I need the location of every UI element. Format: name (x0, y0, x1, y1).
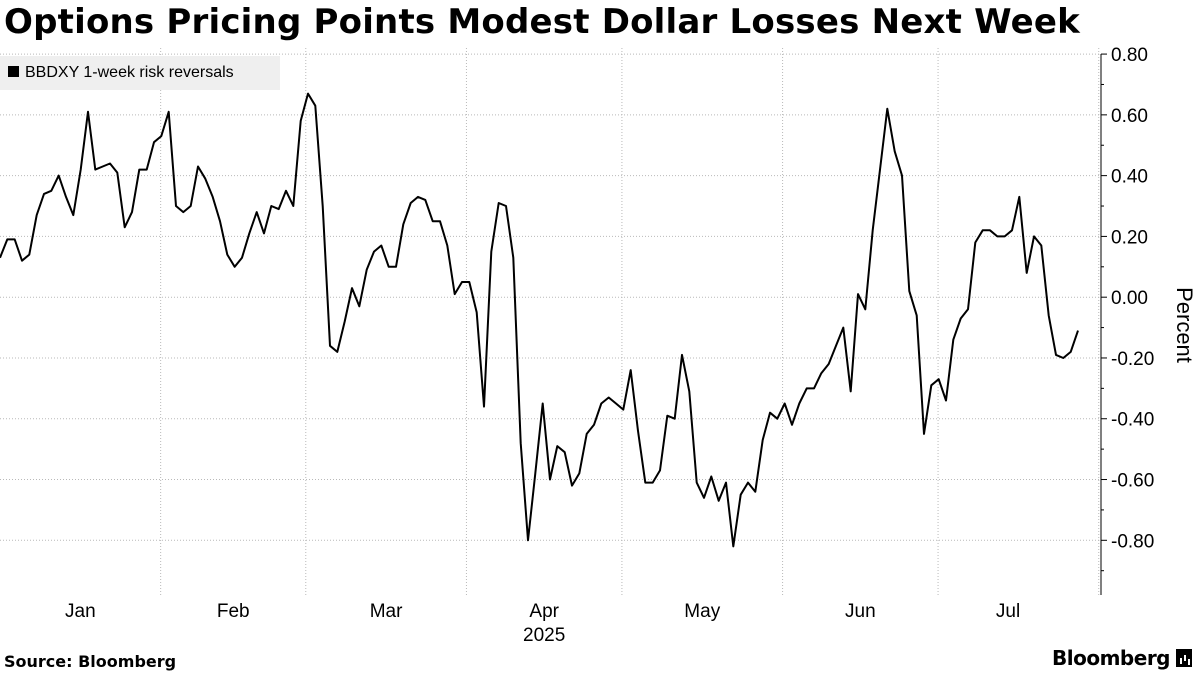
source-note: Source: Bloomberg (4, 652, 177, 671)
y-tick-label: 0.80 (1111, 45, 1148, 66)
x-tick-label: Jun (845, 601, 876, 622)
y-tick-label: -0.60 (1111, 471, 1154, 492)
series-layer (0, 92, 1079, 548)
x-tick-label: May (684, 601, 720, 622)
grid (0, 48, 1101, 595)
legend-background (0, 56, 280, 90)
legend: BBDXY 1-week risk reversals (0, 56, 280, 90)
brand: Bloomberg (1052, 646, 1192, 670)
y-axis-label: Percent (1172, 287, 1197, 363)
x-tick-label: Apr (529, 601, 559, 622)
y-tick-label: -0.80 (1111, 531, 1154, 552)
bloomberg-terminal-icon (1176, 649, 1192, 667)
brand-logo-text: Bloomberg (1052, 646, 1170, 670)
x-year-label: 2025 (523, 625, 565, 646)
y-axis: 0.80 0.60 0.40 0.20 0.00 -0.20 -0.40 -0.60 -0.80 (1100, 45, 1154, 595)
y-tick-label: 0.40 (1111, 167, 1148, 188)
x-axis: Jan Feb Mar Apr May Jun Jul 2025 (65, 601, 1020, 646)
y-tick-label: -0.40 (1111, 410, 1154, 431)
legend-label: BBDXY 1-week risk reversals (25, 64, 234, 81)
x-tick-label: Jul (996, 601, 1020, 622)
y-tick-label: 0.20 (1111, 227, 1148, 248)
x-tick-label: Feb (217, 601, 250, 622)
legend-swatch (8, 66, 19, 77)
series-line (0, 92, 1079, 548)
x-tick-label: Jan (65, 601, 96, 622)
y-tick-label: 0.60 (1111, 106, 1148, 127)
chart-title: Options Pricing Points Modest Dollar Los… (4, 2, 1080, 42)
y-tick-label: 0.00 (1111, 288, 1148, 309)
x-tick-label: Mar (370, 601, 403, 622)
y-tick-label: -0.20 (1111, 349, 1154, 370)
